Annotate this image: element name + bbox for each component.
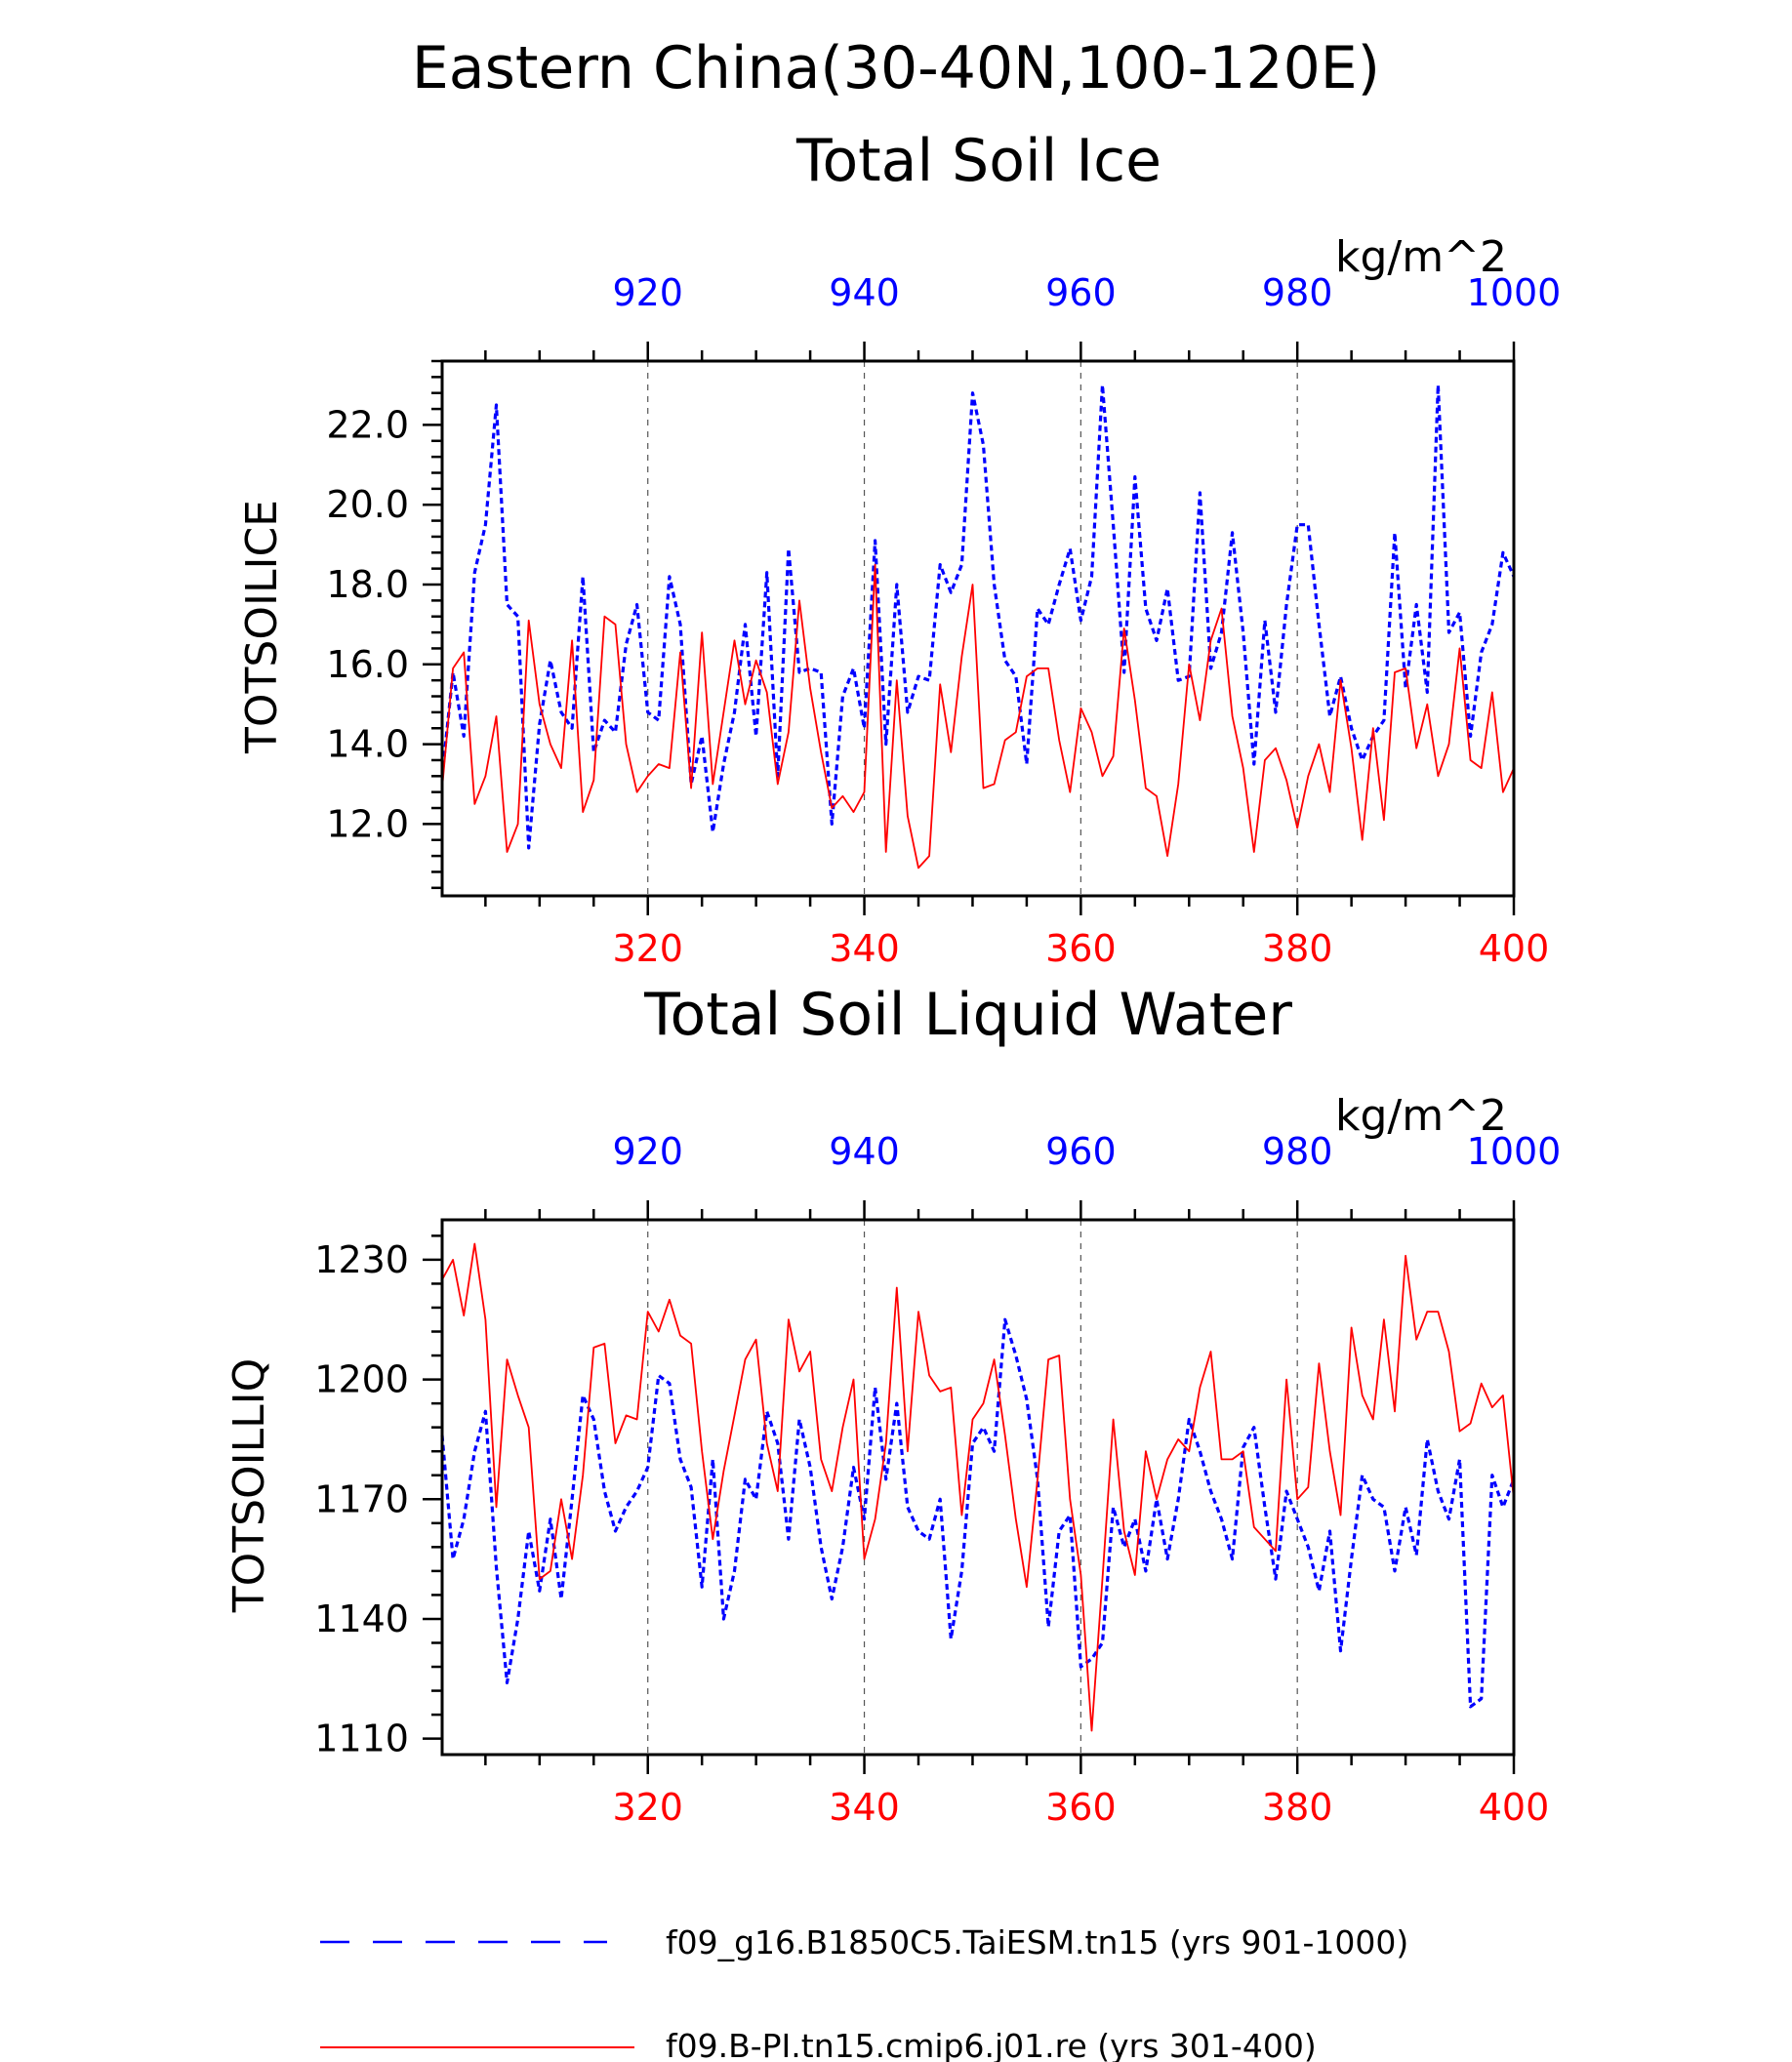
y-ticks: 1110 1140 1170 1200 1230 — [314, 1234, 442, 1760]
grid-lines — [647, 1220, 1298, 1755]
figure-title: Eastern China(30-40N,100-120E) — [412, 34, 1380, 102]
y-tick-label: 1110 — [314, 1718, 409, 1760]
x-tick-label-bottom: 320 — [612, 1786, 683, 1829]
panel-soil-liquid: Total Soil Liquid Water kg/m^2 TOTSOILLI… — [224, 981, 1561, 1829]
x-tick-label-top: 940 — [829, 271, 900, 314]
y-axis-label: TOTSOILLIQ — [224, 1358, 274, 1614]
x-tick-label-bottom: 340 — [829, 927, 900, 970]
plot-frame — [440, 1218, 1516, 1757]
x-tick-label-top: 920 — [612, 1130, 683, 1173]
y-tick-label: 14.0 — [326, 723, 409, 766]
series-blue — [440, 1317, 1516, 1709]
x-tick-label-top: 1000 — [1467, 271, 1562, 314]
series-blue — [440, 383, 1516, 850]
x-tick-label-top: 1000 — [1467, 1130, 1562, 1173]
x-ticks-top: 920 940 960 980 1000 — [484, 271, 1562, 361]
y-tick-label: 1200 — [314, 1358, 409, 1401]
panel-title: Total Soil Ice — [795, 127, 1161, 195]
panel-soil-ice: Total Soil Ice kg/m^2 TOTSOILICE 12.0 14.… — [237, 127, 1561, 970]
units-label: kg/m^2 — [1335, 1091, 1507, 1141]
x-tick-label-bottom: 400 — [1479, 1786, 1550, 1829]
y-axis-label: TOTSOILICE — [237, 500, 287, 754]
panel-title: Total Soil Liquid Water — [643, 981, 1292, 1049]
x-tick-label-bottom: 400 — [1479, 927, 1550, 970]
y-tick-label: 1140 — [314, 1597, 409, 1640]
legend: f09_g16.B1850C5.TaiESM.tn15 (yrs 901-100… — [320, 1923, 1408, 2062]
x-tick-label-top: 960 — [1045, 1130, 1117, 1173]
x-tick-label-bottom: 360 — [1045, 927, 1117, 970]
series-red — [441, 1242, 1515, 1732]
y-ticks: 12.0 14.0 16.0 18.0 20.0 22.0 — [326, 359, 442, 890]
legend-label-red: f09.B-PI.tn15.cmip6.j01.re (yrs 301-400) — [666, 2027, 1317, 2062]
x-tick-label-bottom: 340 — [829, 1786, 900, 1829]
x-ticks-bottom: 320 340 360 380 400 — [484, 1755, 1550, 1829]
x-tick-label-top: 960 — [1045, 271, 1117, 314]
y-tick-label: 12.0 — [326, 802, 409, 845]
series-line-blue — [440, 1317, 1516, 1709]
plot-frame — [440, 359, 1516, 898]
series-line-red — [441, 563, 1515, 869]
x-tick-label-top: 920 — [612, 271, 683, 314]
x-tick-label-bottom: 380 — [1262, 1786, 1333, 1829]
x-ticks-top: 920 940 960 980 1000 — [484, 1130, 1562, 1220]
y-tick-label: 1170 — [314, 1477, 409, 1520]
x-ticks-bottom: 320 340 360 380 400 — [484, 896, 1550, 970]
units-label: kg/m^2 — [1335, 232, 1507, 282]
legend-label-blue: f09_g16.B1850C5.TaiESM.tn15 (yrs 901-100… — [666, 1923, 1408, 1961]
grid-lines — [647, 361, 1298, 896]
series-line-red — [441, 1242, 1515, 1732]
y-tick-label: 16.0 — [326, 643, 409, 686]
x-tick-label-top: 940 — [829, 1130, 900, 1173]
y-tick-label: 1230 — [314, 1238, 409, 1281]
y-tick-label: 18.0 — [326, 563, 409, 606]
x-tick-label-bottom: 360 — [1045, 1786, 1117, 1829]
y-tick-label: 20.0 — [326, 483, 409, 526]
x-tick-label-top: 980 — [1262, 1130, 1333, 1173]
x-tick-label-top: 980 — [1262, 271, 1333, 314]
series-line-blue — [440, 383, 1516, 850]
x-tick-label-bottom: 320 — [612, 927, 683, 970]
series-red — [441, 563, 1515, 869]
x-tick-label-bottom: 380 — [1262, 927, 1333, 970]
y-tick-label: 22.0 — [326, 403, 409, 446]
